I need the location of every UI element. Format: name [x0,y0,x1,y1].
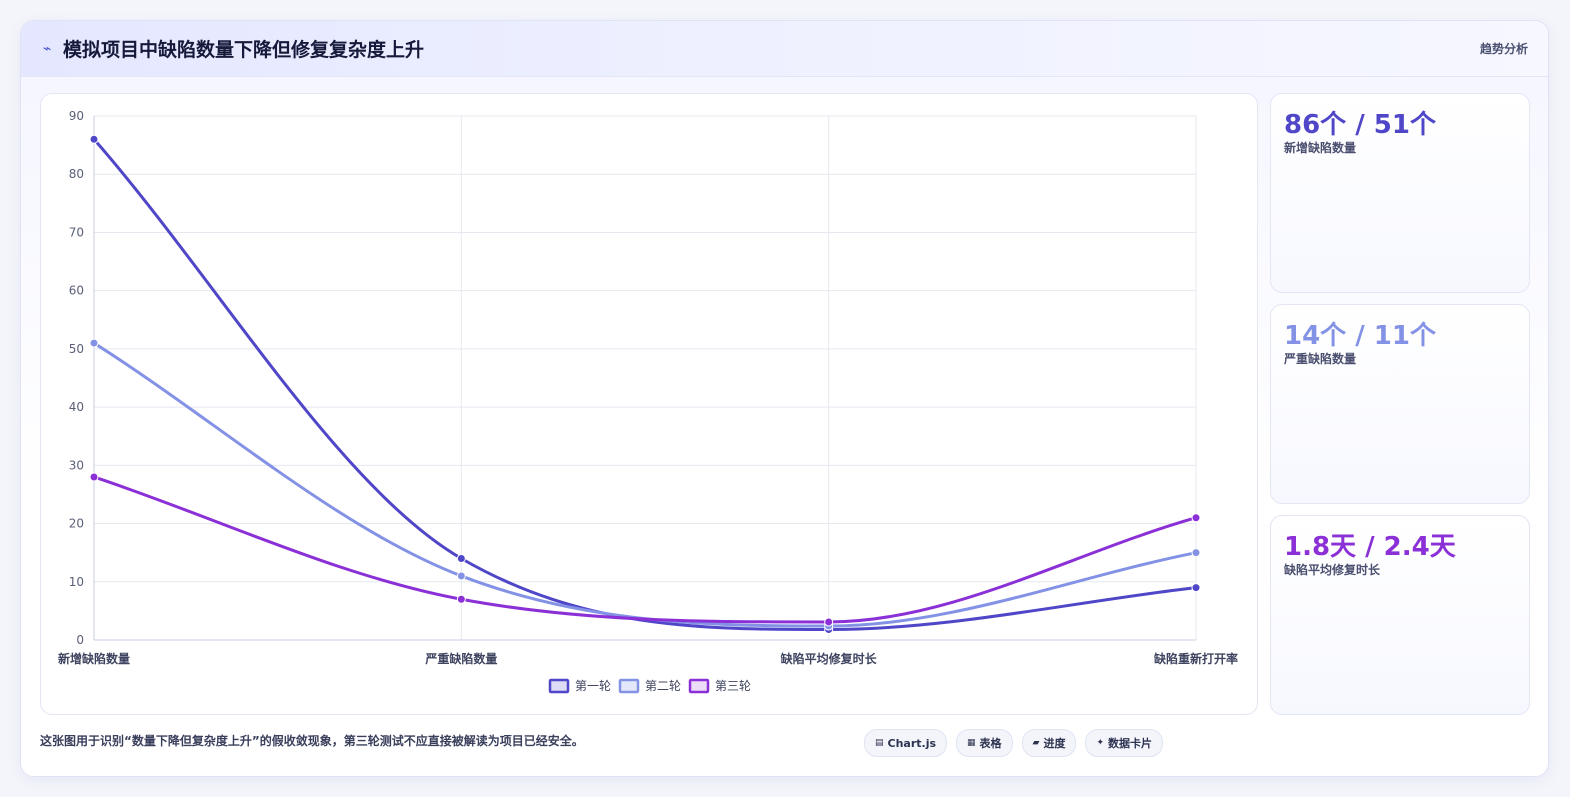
stat-value: 86个 / 51个 [1284,110,1436,140]
stat-label: 严重缺陷数量 [1284,352,1357,366]
chart-card: 0 10 20 30 40 50 60 70 80 90 新增缺陷数量 严重缺陷数量 缺陷平均修复时长 缺… [40,93,1258,715]
data-point [1191,513,1201,523]
view-chips: ▤ Chart.js ▦ 表格 ▰ 进度 ✦ 数据卡片 [864,729,1172,757]
x-tick-label: 严重缺陷数量 [424,651,497,666]
legend-swatch-1 [548,678,570,694]
stat-label: 新增缺陷数量 [1284,141,1357,155]
chip-label: 表格 [979,737,1002,750]
chip-chartjs[interactable]: ▤ Chart.js [864,729,948,757]
x-tick-label: 缺陷平均修复时长 [781,651,878,666]
data-point [89,134,99,144]
y-tick-label: 30 [69,458,84,472]
x-tick-label: 缺陷重新打开率 [1154,651,1238,666]
panel-body: 0 10 20 30 40 50 60 70 80 90 新增缺陷数量 严重缺陷数量 缺陷平均修复时长缺… [21,77,1548,776]
trend-line-icon: ⌁ [43,40,52,57]
stat-card-critical-defects: 14个 / 11个 严重缺陷数量 [1270,304,1530,504]
y-tick-label: 80 [69,167,84,181]
legend-swatch-3 [688,678,710,694]
dashboard-panel: ⌁ 模拟项目中缺陷数量下降但修复复杂度上升 趋势分析 0 10 20 30 40 50 60… [20,20,1549,777]
page-title: 模拟项目中缺陷数量下降但修复复杂度上升 [63,39,425,61]
chip-table[interactable]: ▦ 表格 [956,729,1013,757]
line-chart: 0 10 20 30 40 50 60 70 80 90 新增缺陷数量 严重缺陷数量 缺陷平均修复时长 缺… [58,109,1238,694]
table-icon: ▦ [967,738,976,748]
chart-icon: ▤ [875,738,884,748]
data-point [89,338,99,348]
chip-label: 数据卡片 [1108,737,1153,750]
data-point [824,617,834,627]
y-tick-label: 50 [69,342,84,356]
panel-header: ⌁ 模拟项目中缺陷数量下降但修复复杂度上升 趋势分析 [21,21,1548,77]
stat-label: 缺陷平均修复时长 [1284,563,1381,577]
chip-data-card[interactable]: ✦ 数据卡片 [1085,729,1164,757]
stat-value: 14个 / 11个 [1284,321,1436,351]
series-line-1 [92,138,1197,632]
stat-card-new-defects: 86个 / 51个 新增缺陷数量 [1270,93,1530,293]
y-tick-label: 10 [69,575,84,589]
data-point [456,594,466,604]
data-point [456,571,466,581]
progress-icon: ▰ [1032,738,1040,748]
chip-progress[interactable]: ▰ 进度 [1021,729,1077,757]
series-line-2 [93,341,1197,628]
card-icon: ✦ [1096,738,1105,748]
header-tag: 趋势分析 [1479,42,1528,56]
stat-card-fix-duration: 1.8天 / 2.4天 缺陷平均修复时长 [1270,515,1530,715]
chip-label: 进度 [1043,737,1066,750]
footer-note: 这张图用于识别“数量下降但复杂度上升”的假收敛现象，第三轮测试不应直接被解读为项… [40,734,584,748]
series-line-3 [93,475,1197,624]
y-tick-label: 70 [69,225,84,239]
legend-label-2: 第二轮 [645,679,681,693]
data-point [1191,548,1201,558]
y-tick-label: 20 [69,517,84,531]
title-wrap: ⌁ 模拟项目中缺陷数量下降但修复复杂度上升 [43,35,424,62]
x-tick-label: 新增缺陷数量 [58,651,130,666]
y-tick-label: 40 [69,400,84,414]
legend-label-1: 第一轮 [575,679,611,693]
y-tick-label: 90 [69,109,84,123]
data-point [456,553,466,563]
legend-label-3: 第三轮 [715,679,751,693]
data-point [1191,583,1201,593]
stat-value: 1.8天 / 2.4天 [1284,532,1456,562]
data-point [89,472,99,482]
y-tick-label: 0 [76,633,84,647]
chip-label: Chart.js [887,736,937,750]
y-tick-label: 60 [69,284,84,298]
legend-swatch-2 [618,678,640,694]
